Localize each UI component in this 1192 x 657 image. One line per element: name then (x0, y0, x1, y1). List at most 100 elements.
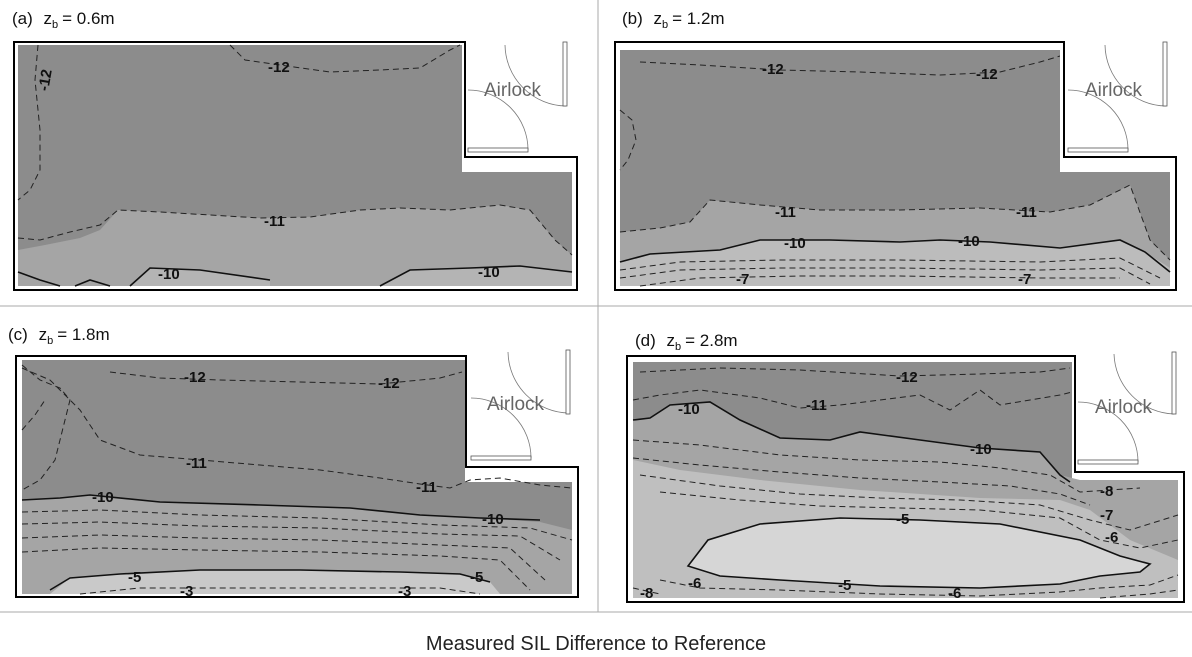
svg-text:(c) zb= 1.8m: (c) zb = 1.8m (8, 325, 110, 347)
panel-c-contour-10 (21, 494, 541, 521)
panel-b-door-arc-lower (1067, 89, 1129, 151)
panel-b-contour-12-left (619, 109, 637, 171)
panel-b-contour-11 (619, 184, 1171, 261)
panel-c-airlock-label: Airlock (487, 394, 545, 415)
panel-a-light-region (130, 266, 572, 286)
panel-d-zvalue: = 2.8m (685, 331, 737, 350)
panel-c-label-5b: -5 (470, 569, 483, 586)
panel-b-z: z (654, 9, 663, 28)
panel-c-label-3b: -3 (398, 583, 411, 600)
panel-d-door-lower (1077, 459, 1139, 465)
panel-d-letter: (d) (635, 331, 656, 350)
panel-a-door-arc-upper (504, 44, 567, 107)
panel-d-contour-dash-4 (659, 491, 1179, 549)
panel-c-label-10a: -10 (92, 489, 114, 506)
panel-b-door-arc-upper (1104, 44, 1167, 107)
panel-c-label-12b: -12 (378, 375, 400, 392)
panel-d-contour-dash-2 (632, 457, 1091, 506)
panel-b-letter: (b) (622, 9, 643, 28)
panel-a-contour-12-left (17, 44, 41, 201)
panel-b-light-region (620, 240, 1170, 286)
panel-c-contour-11 (21, 367, 573, 489)
panel-c-door-arc-upper (507, 351, 570, 414)
panel-c-door-lower (470, 455, 532, 461)
panel-d-label-6c: -6 (948, 585, 961, 602)
panel-d-contour-12 (639, 367, 1071, 377)
panel-d-contour-10 (632, 401, 1071, 483)
panel-c-label-3a: -3 (180, 583, 193, 600)
panel-b-door-upper (1162, 41, 1168, 107)
panel-a-contour-12-top (229, 44, 461, 73)
panel-c-label-11a: -11 (186, 455, 207, 472)
panel-b-label-12b: -12 (976, 66, 998, 83)
panel-c-zsub: b (47, 335, 53, 347)
panel-d: (d) zb = 2.8m Airlock -12 -11 -10 -10 -8 … (626, 331, 1185, 603)
panel-b-door-lower (1067, 147, 1129, 153)
panel-a-door-upper (562, 41, 568, 107)
panel-a-contour-11 (17, 204, 573, 256)
panel-c-contour-12-left-b (21, 399, 46, 431)
panel-b: (b) zb = 1.2m Airlock -12 -12 -11 -11 -10… (614, 9, 1177, 291)
panel-b-label-7a: -7 (736, 271, 749, 288)
panel-b-label-12a: -12 (762, 61, 784, 78)
panel-d-contour-dash-7 (632, 587, 1179, 599)
panel-d-door-arc-lower (1077, 401, 1139, 463)
panel-c-contour-12-left (21, 364, 71, 491)
panel-d-outline (626, 355, 1185, 603)
panel-d-label-8a: -8 (1100, 483, 1113, 500)
panel-c-contour-dash-5 (79, 587, 481, 595)
panel-c-contour-12 (109, 371, 463, 385)
panel-d-contour-11 (632, 389, 1073, 411)
panel-b-label-10a: -10 (784, 235, 806, 252)
panel-c-zvalue: = 1.8m (57, 325, 109, 344)
panel-a-airlock-area (462, 40, 574, 158)
panel-b-outline (614, 41, 1177, 291)
panel-b-zvalue: = 1.2m (672, 9, 724, 28)
svg-text:(a) zb= 0.6m: (a) zb = 0.6m (12, 9, 115, 31)
panel-c-label-10b: -10 (482, 511, 504, 528)
panel-c-mid-region (22, 495, 572, 594)
panel-b-label-11b: -11 (1016, 204, 1037, 221)
panel-a-z: z (44, 9, 53, 28)
panel-d-zsub: b (675, 341, 681, 353)
panel-b-airlock-area (1060, 40, 1175, 158)
panel-b-contour-dash-1 (619, 257, 1161, 279)
panel-d-label-5b: -5 (838, 577, 851, 594)
panel-b-airlock-label: Airlock (1085, 80, 1143, 101)
panel-c-label-11b: -11 (416, 479, 437, 496)
panel-a-label-11: -11 (264, 213, 285, 230)
panel-d-door-arc-upper (1113, 353, 1175, 415)
panel-a-contour-10-right (379, 265, 573, 287)
panel-c-letter: (c) (8, 325, 28, 344)
panel-b-label-7b: -7 (1018, 271, 1031, 288)
panel-b-zsub: b (662, 19, 668, 31)
panel-d-label-6b: -6 (688, 575, 701, 592)
panel-d-label-10b: -10 (970, 441, 992, 458)
panel-a: (a) zb = 0.6m Airlock -12 -12 -11 -10 -10 (12, 9, 578, 291)
panel-d-label-7: -7 (1100, 507, 1113, 524)
panel-d-contour-5 (686, 517, 1152, 589)
panel-c-outline (15, 355, 579, 598)
figure-caption: Measured SIL Difference to Reference (425, 633, 767, 655)
panel-d-label-6a: -6 (1105, 529, 1118, 546)
panel-a-mid-region (18, 205, 572, 286)
panel-c-z: z (39, 325, 48, 344)
panel-d-contour-dash-3 (639, 474, 1179, 531)
panel-b-contour-10 (619, 239, 1171, 273)
panel-d-door-upper (1171, 351, 1177, 415)
panel-b-label-10b: -10 (958, 233, 980, 250)
panel-a-zvalue: = 0.6m (62, 9, 114, 28)
panel-a-label-12b: -12 (35, 68, 56, 92)
panel-d-lighter-region (688, 518, 1150, 588)
panel-b-contour-dash-3 (639, 275, 1120, 287)
panel-c-airlock-area (465, 348, 577, 466)
panel-d-contour-dash-6 (659, 574, 1179, 597)
panel-b-contour-12 (639, 55, 1061, 76)
panel-d-label-5a: -5 (896, 511, 909, 528)
svg-text:(d) zb= 2.8m: (d) zb = 2.8m (635, 331, 738, 353)
panel-a-door-lower (467, 147, 529, 153)
panel-c-label-12a: -12 (184, 369, 206, 386)
panel-a-label-12a: -12 (268, 59, 290, 76)
panel-b-label-11a: -11 (775, 204, 796, 221)
